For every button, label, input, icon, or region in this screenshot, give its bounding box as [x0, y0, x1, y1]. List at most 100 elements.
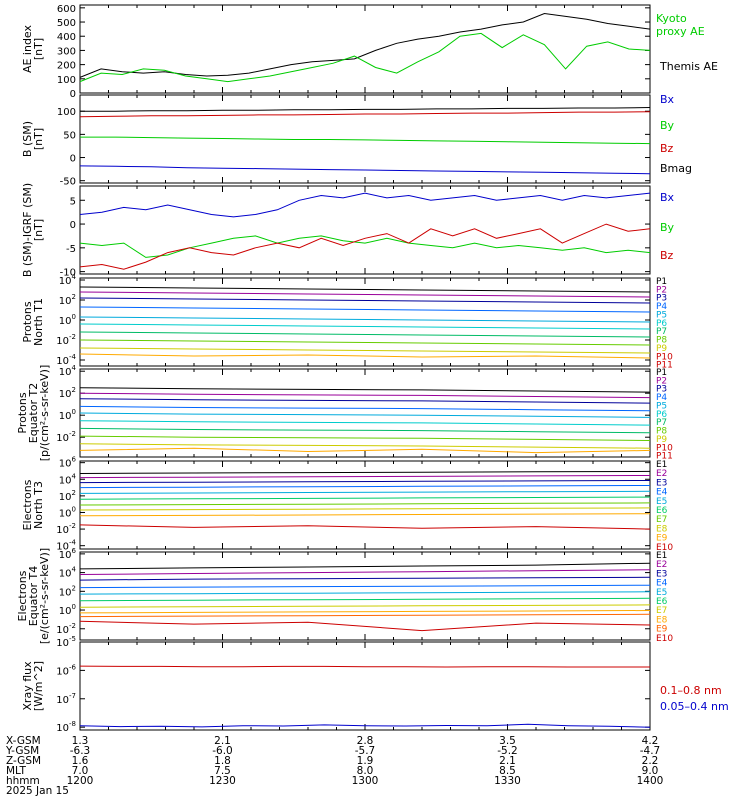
footer-row-label: MLT — [6, 765, 26, 777]
legend-channel: P4 — [656, 302, 667, 312]
series-line-p2 — [79, 291, 651, 298]
y-tick-exponent: -5 — [69, 635, 76, 643]
series-line-e2 — [79, 569, 651, 575]
series-line-e7 — [79, 502, 651, 506]
legend-channel: P3 — [656, 294, 667, 304]
y-axis-label: Protons — [16, 392, 29, 433]
y-tick-label: 10-7 — [56, 692, 76, 706]
y-tick-exponent: -4 — [69, 353, 77, 361]
footer-value: 1.9 — [357, 755, 374, 767]
legend-xray: 0.1–0.8 nm — [660, 684, 722, 697]
legend-channel: P10 — [656, 443, 673, 453]
y-tick-label: 300 — [57, 46, 76, 57]
y-tick-label: 102 — [59, 489, 76, 503]
legend-channel: E9 — [656, 625, 668, 635]
legend-channel: P11 — [656, 452, 673, 462]
panel-b-sm: -50 0 50 100 B (SM)[nT] Bx By Bz Bmag — [21, 93, 692, 188]
series-line-bz — [79, 223, 651, 270]
legend-channel: P10 — [656, 352, 673, 362]
panel-xray: 10-8 10-7 10-6 10-5 Xray flux[W/m^2] 0.1–0.8 … — [21, 635, 729, 734]
legend-channel: E5 — [656, 588, 667, 598]
y-tick-label: 10-8 — [56, 720, 76, 734]
y-tick-exponent: 0 — [72, 603, 76, 611]
series-line-bx — [79, 165, 651, 175]
footer-row-label: Z-GSM — [6, 755, 41, 767]
y-tick-exponent: 0 — [72, 408, 76, 416]
legend-channel: P5 — [656, 401, 667, 411]
y-tick-label: 600 — [57, 4, 76, 15]
y-tick-label: 10-2 — [56, 622, 76, 636]
y-tick-label: 10-2 — [56, 522, 76, 536]
y-tick-label: 400 — [57, 32, 76, 43]
footer-value: 8.0 — [357, 765, 374, 777]
series-line-e3 — [79, 576, 651, 581]
y-tick-label: 100 — [59, 408, 76, 422]
legend-channel: E2 — [656, 560, 667, 570]
footer-value: 1.6 — [72, 755, 89, 767]
y-tick-label: 100 — [59, 505, 76, 519]
y-tick-label: 106 — [59, 456, 77, 470]
y-tick-label: 104 — [59, 566, 77, 580]
series-line-00504nm — [79, 723, 651, 728]
y-axis-label: North T3 — [32, 481, 45, 529]
legend-by: By — [660, 221, 675, 234]
footer-value: 7.0 — [72, 765, 89, 777]
y-tick-exponent: 6 — [72, 547, 77, 555]
series-line-e4 — [79, 584, 651, 589]
legend-channel: P7 — [656, 418, 667, 428]
footer-value: 1230 — [209, 775, 236, 787]
y-axis-label: Electrons — [16, 570, 29, 621]
footer-value: 8.5 — [499, 765, 516, 777]
series-line-e5 — [79, 591, 651, 595]
legend-bz: Bz — [660, 249, 674, 262]
y-axis-label: [W/m^2] — [32, 661, 45, 711]
legend-channel: E8 — [656, 615, 668, 625]
legend-channel: E2 — [656, 469, 667, 479]
y-axis-label: Protons — [21, 301, 34, 342]
y-tick-exponent: -2 — [69, 333, 76, 341]
y-tick-label: 100 — [59, 603, 76, 617]
series-line-bmag — [80, 107, 651, 112]
legend-channel: P2 — [656, 285, 667, 295]
series-line-by — [79, 235, 651, 258]
legend-channel: E3 — [656, 569, 667, 579]
footer-value: 1300 — [352, 775, 379, 787]
footer-value: 3.5 — [499, 735, 516, 747]
y-tick-exponent: 2 — [72, 293, 76, 301]
legend-channel: E6 — [656, 597, 668, 607]
legend-channel: P5 — [656, 310, 667, 320]
y-tick-exponent: -2 — [69, 522, 76, 530]
y-tick-exponent: 4 — [72, 472, 77, 480]
legend-channel: E3 — [656, 478, 667, 488]
legend-channel: P11 — [656, 361, 673, 371]
legend-by: By — [660, 119, 675, 132]
footer-row-label: Y-GSM — [5, 745, 39, 757]
series-line-e8 — [79, 610, 651, 614]
legend-bx: Bx — [660, 191, 675, 204]
footer-value: 7.5 — [214, 765, 231, 777]
legend-channel: E7 — [656, 606, 667, 616]
series-line-e6 — [79, 597, 651, 602]
y-tick-label: 10-5 — [56, 635, 76, 649]
legend-channel: E9 — [656, 534, 668, 544]
y-tick-label: 0 — [70, 154, 76, 165]
y-tick-label: 10-6 — [56, 663, 76, 677]
y-tick-exponent: 6 — [72, 456, 77, 464]
footer-value: -4.7 — [640, 745, 661, 757]
y-tick-exponent: -2 — [69, 622, 76, 630]
y-tick-label: -10 — [60, 268, 76, 279]
panel-b-igrf: -10 -5 0 5 B (SM)-IGRF (SM)[nT] Bx By Bz — [21, 183, 675, 279]
y-axis-label: [nT] — [32, 38, 45, 60]
footer-value: 1330 — [494, 775, 521, 787]
panel-frame — [79, 641, 651, 731]
footer-value: 2.1 — [214, 735, 231, 747]
series-line-p3 — [79, 297, 651, 304]
legend-channel: P3 — [656, 385, 667, 395]
y-tick-label: 50 — [63, 130, 76, 141]
y-axis-label: [nT] — [32, 219, 45, 241]
series-line-e6 — [79, 496, 651, 500]
legend-channel: E1 — [656, 460, 667, 470]
